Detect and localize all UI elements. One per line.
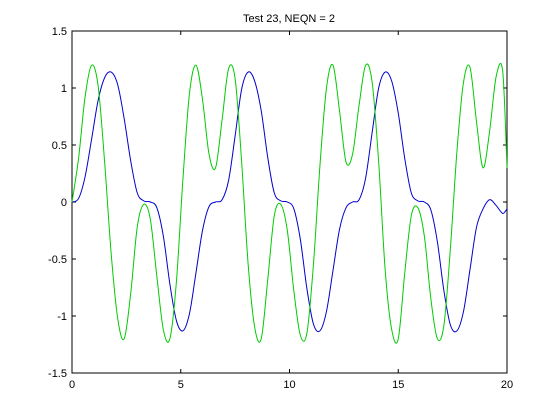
y-tick-label: -1.5 — [48, 368, 67, 380]
series-line-blue — [71, 71, 508, 333]
y-tick-label: -0.5 — [48, 254, 67, 266]
plot-area-frame — [71, 30, 508, 374]
y-tick-label: 1 — [61, 83, 67, 95]
y-tick-label: 0.5 — [52, 140, 67, 152]
y-tick-label: 0 — [61, 197, 67, 209]
x-tick-label: 10 — [283, 379, 295, 391]
x-tick-label: 0 — [69, 379, 75, 391]
x-tick-label: 5 — [178, 379, 184, 391]
x-tick-label: 15 — [392, 379, 404, 391]
x-tick-label: 20 — [501, 379, 513, 391]
plot-lines — [71, 62, 508, 344]
y-tick-label: 1.5 — [52, 26, 67, 38]
series-line-green — [71, 62, 508, 344]
y-tick-label: -1 — [57, 311, 67, 323]
chart-title: Test 23, NEQN = 2 — [243, 13, 335, 25]
